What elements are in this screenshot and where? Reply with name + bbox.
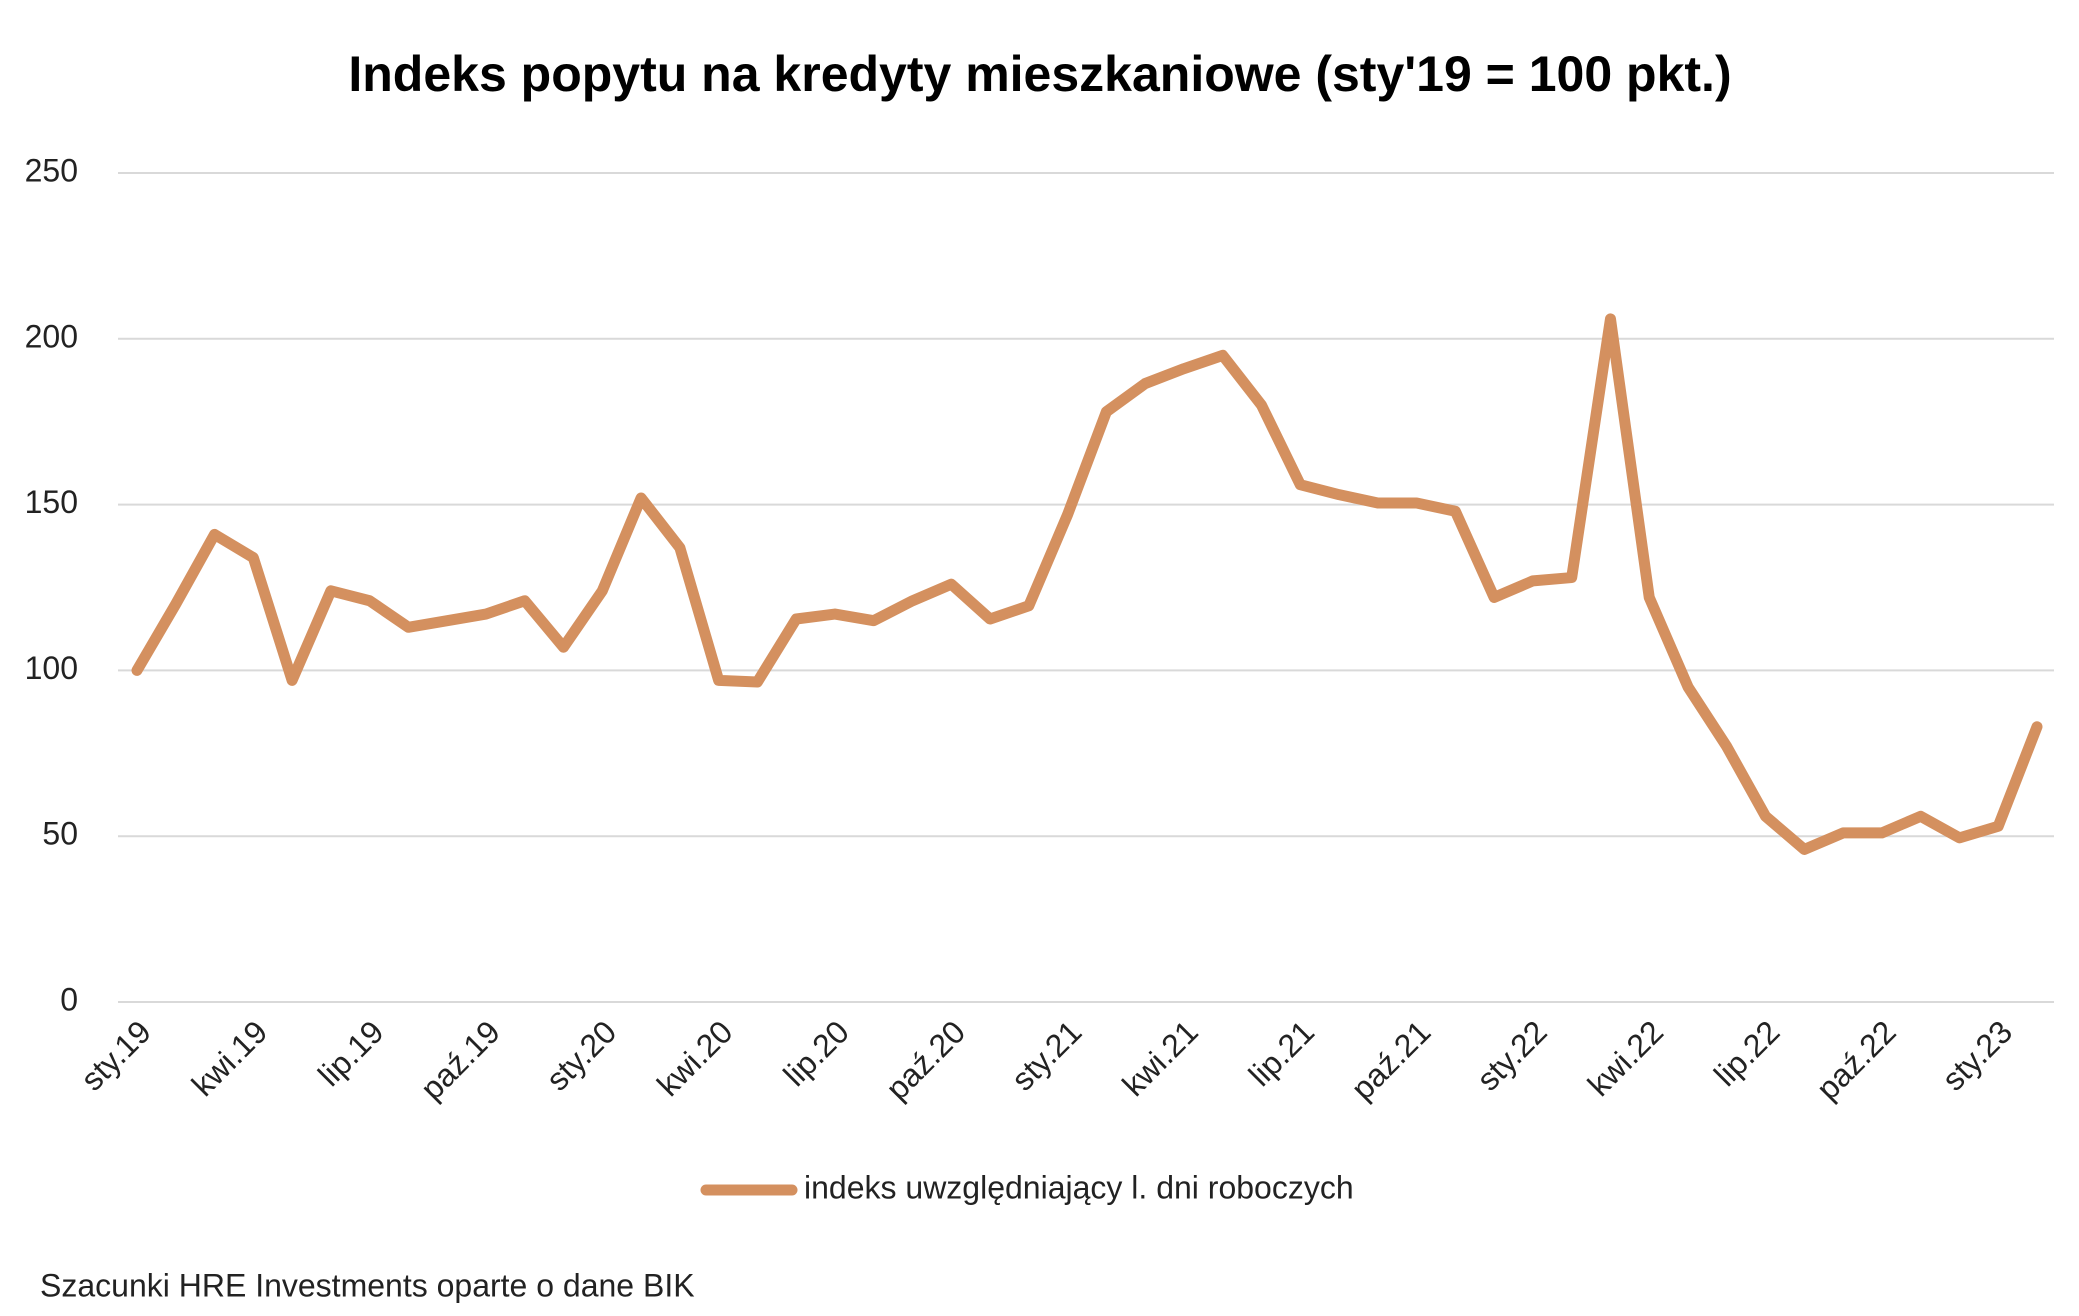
x-tick-label: lip.20 (776, 1013, 856, 1093)
x-tick-label: paź.20 (879, 1013, 972, 1106)
x-tick-label: lip.22 (1707, 1013, 1787, 1093)
x-tick-label: sty.23 (1935, 1013, 2019, 1097)
x-tick-label: paź.22 (1809, 1013, 1902, 1106)
y-tick-label: 200 (25, 318, 78, 354)
x-tick-label: sty.21 (1004, 1013, 1088, 1097)
y-tick-label: 250 (25, 152, 78, 188)
x-tick-label: sty.19 (74, 1013, 158, 1097)
x-tick-label: sty.22 (1470, 1013, 1554, 1097)
y-tick-label: 50 (42, 816, 78, 852)
x-tick-label: kwi.21 (1115, 1013, 1205, 1103)
y-tick-label: 0 (60, 981, 78, 1017)
x-tick-label: sty.20 (539, 1013, 623, 1097)
y-tick-label: 100 (25, 650, 78, 686)
x-tick-label: kwi.20 (650, 1013, 740, 1103)
x-tick-label: kwi.22 (1581, 1013, 1671, 1103)
x-tick-label: lip.19 (311, 1013, 391, 1093)
x-tick-label: lip.21 (1242, 1013, 1322, 1093)
x-tick-label: kwi.19 (185, 1013, 275, 1103)
legend-label: indeks uwzględniający l. dni roboczych (804, 1169, 1354, 1205)
data-line (131, 313, 2043, 855)
chart-title: Indeks popytu na kredyty mieszkaniowe (s… (348, 46, 1731, 102)
x-tick-label: paź.19 (414, 1013, 507, 1106)
x-tick-label: paź.21 (1344, 1013, 1437, 1106)
y-tick-label: 150 (25, 484, 78, 520)
source-note: Szacunki HRE Investments oparte o dane B… (40, 1267, 695, 1303)
